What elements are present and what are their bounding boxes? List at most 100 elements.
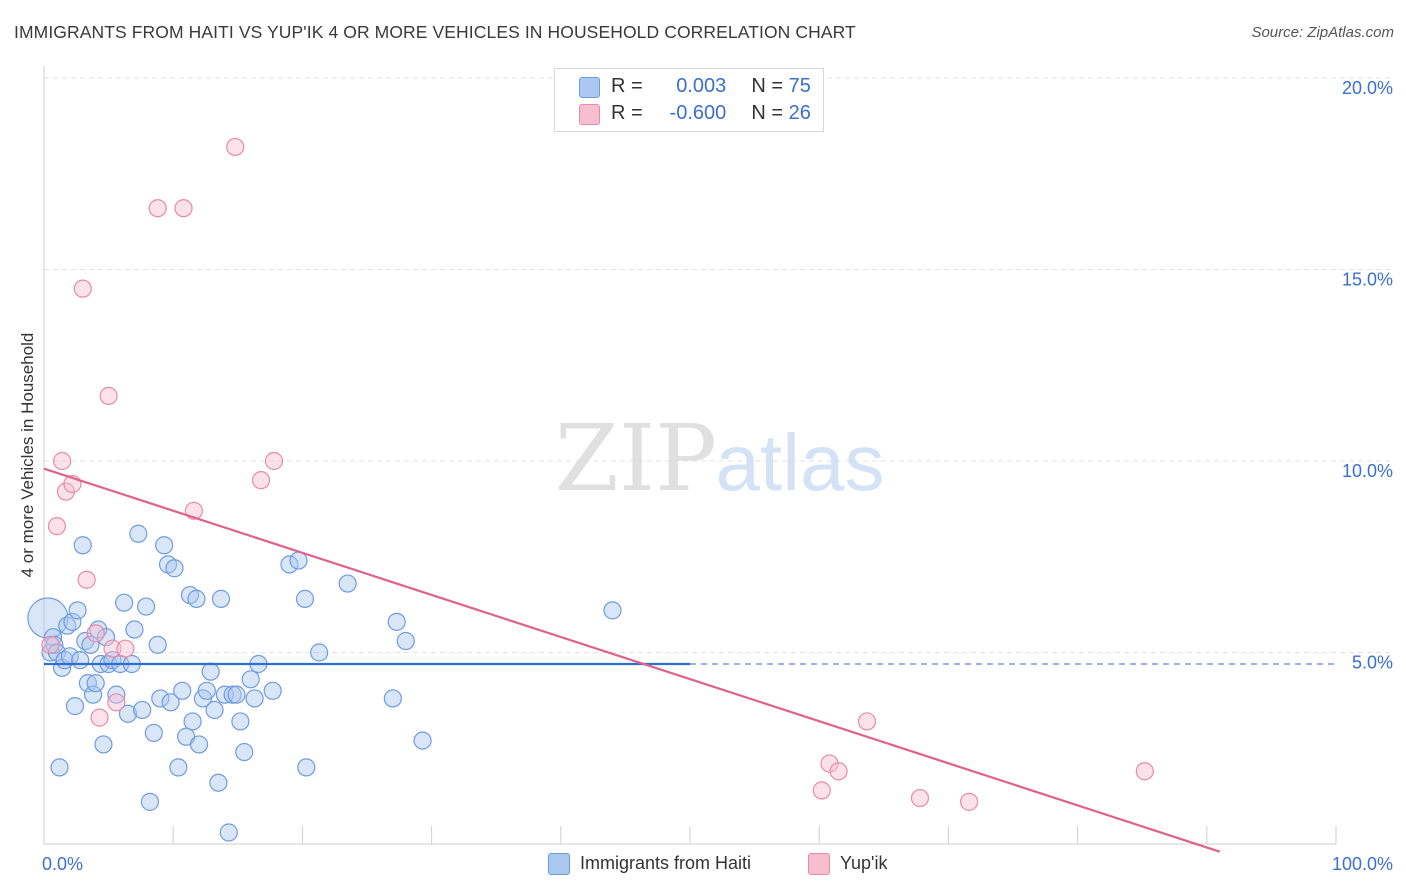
series-yupik-points (41, 137, 1154, 811)
data-point (910, 788, 930, 808)
data-point (52, 451, 72, 471)
data-point (219, 823, 238, 842)
tick-labels: 5.0% 10.0% 15.0% 20.0% 0.0% 100.0% (42, 78, 1393, 874)
data-point (169, 758, 188, 777)
stats-legend: R = 0.003 N = 75 R = -0.600 N = 26 (554, 68, 824, 132)
data-point (161, 693, 180, 712)
data-point (223, 685, 242, 704)
data-point (310, 643, 329, 662)
legend-r-label: R = (611, 75, 643, 97)
data-point (140, 792, 160, 811)
legend-r-value-yupik: -0.600 (669, 102, 727, 124)
data-point (603, 601, 622, 620)
data-point (41, 635, 60, 654)
data-point (280, 555, 299, 574)
y-tick-label: 5.0% (1352, 653, 1393, 673)
data-point (189, 735, 209, 754)
data-point (50, 758, 69, 777)
data-point (73, 536, 92, 555)
data-point (205, 700, 224, 720)
y-tick-label: 15.0% (1342, 270, 1393, 290)
watermark-atlas: atlas (716, 418, 885, 507)
legend-n-value-haiti: 75 (788, 75, 811, 97)
data-point (396, 631, 415, 651)
x-tick-label-max: 100.0% (1332, 854, 1393, 874)
data-point (115, 593, 134, 612)
data-point (73, 279, 92, 298)
source-label: Source: ZipAtlas.com (1251, 24, 1394, 41)
data-point (116, 639, 135, 658)
data-point (387, 612, 406, 631)
data-point (235, 742, 254, 762)
watermark-zip: ZIP (555, 405, 717, 512)
data-point (90, 708, 109, 727)
data-point (151, 689, 170, 708)
data-point (959, 792, 979, 811)
data-point (86, 674, 105, 693)
data-point (86, 624, 105, 643)
legend-r-label: R = (611, 102, 643, 124)
bottom-legend-label-haiti: Immigrants from Haiti (580, 853, 752, 873)
data-point (165, 559, 184, 578)
data-point (27, 597, 69, 639)
data-point (227, 685, 246, 704)
gridlines (44, 77, 1392, 653)
data-point (264, 451, 284, 471)
data-point (148, 635, 167, 654)
bottom-legend-label-yupik: Yup'ik (840, 853, 888, 873)
y-tick-label: 20.0% (1342, 78, 1393, 98)
y-tick-label: 10.0% (1342, 461, 1393, 481)
data-point (47, 517, 67, 536)
data-point (129, 524, 148, 543)
series-haiti-points (27, 524, 622, 842)
legend-n-label: N = (751, 75, 784, 97)
legend-n-value-yupik: 26 (788, 102, 811, 124)
data-point (183, 712, 202, 731)
legend-n-label: N = (751, 102, 784, 124)
data-point (71, 651, 90, 670)
data-point (857, 712, 877, 731)
data-point (136, 597, 156, 616)
legend-r-value-haiti: 0.003 (676, 75, 727, 97)
data-point (96, 628, 116, 647)
data-point (94, 735, 113, 754)
trend-lines (43, 467, 1336, 853)
data-point (65, 697, 85, 716)
data-point (187, 589, 206, 608)
data-point (83, 685, 103, 704)
data-point (63, 612, 82, 631)
data-point (107, 693, 126, 712)
data-point (78, 674, 98, 693)
data-point (297, 758, 316, 777)
data-point (125, 620, 144, 639)
data-point (263, 681, 282, 700)
data-point (174, 199, 193, 218)
data-point (211, 589, 231, 608)
chart-title: IMMIGRANTS FROM HAITI VS YUP'IK 4 OR MOR… (14, 22, 856, 42)
data-point (118, 704, 138, 723)
data-point (144, 723, 163, 743)
data-point (413, 731, 432, 750)
trend-line-yupik (43, 467, 1221, 853)
data-point (148, 199, 167, 218)
data-point (99, 386, 118, 405)
data-point (226, 137, 245, 157)
data-point (251, 471, 271, 490)
x-tick-label-min: 0.0% (42, 854, 83, 874)
data-point (103, 639, 122, 658)
data-point (173, 681, 192, 700)
data-point (81, 635, 100, 654)
data-point (241, 670, 260, 689)
data-point (209, 773, 228, 792)
data-point (812, 781, 831, 800)
legend-swatch-yupik (579, 104, 600, 125)
bottom-legend-swatch-haiti (548, 853, 570, 875)
data-point (107, 685, 126, 704)
data-point (197, 681, 216, 700)
data-point (295, 589, 315, 608)
data-point (231, 712, 250, 731)
data-point (383, 689, 402, 708)
data-point (77, 570, 96, 589)
data-point (201, 662, 220, 681)
